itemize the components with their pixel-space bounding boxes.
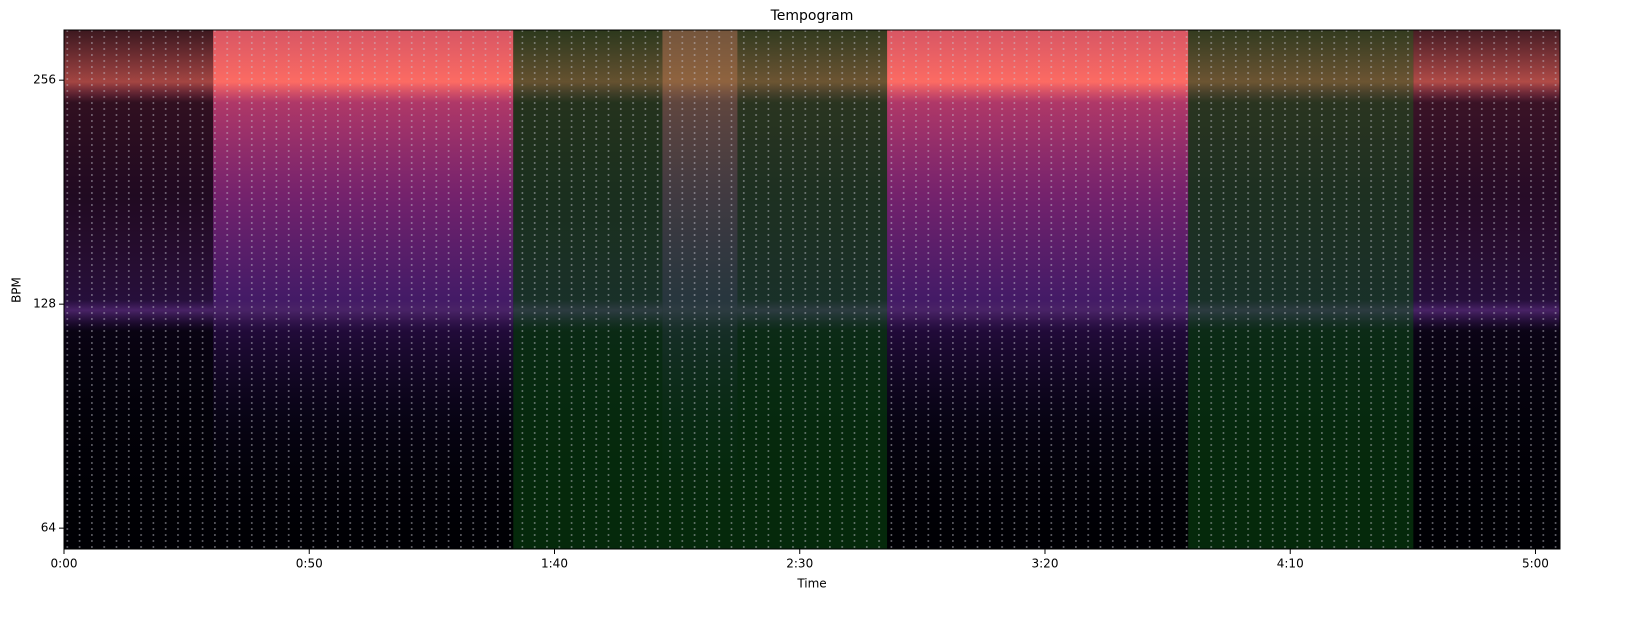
x-tick-label: 2:30 <box>786 557 813 571</box>
y-tick-label: 64 <box>41 521 56 535</box>
x-tick-label: 3:20 <box>1032 557 1059 571</box>
x-tick-label: 0:50 <box>296 557 323 571</box>
x-tick-label: 4:10 <box>1277 557 1304 571</box>
x-tick-label: 0:00 <box>51 557 78 571</box>
y-tick-label: 128 <box>33 297 56 311</box>
x-axis-label: Time <box>796 577 826 591</box>
beat-lines <box>64 30 1560 549</box>
x-tick-label: 1:40 <box>541 557 568 571</box>
y-tick-label: 256 <box>33 73 56 87</box>
x-tick-label: 5:00 <box>1522 557 1549 571</box>
plot-frame <box>63 29 1561 550</box>
chart-title: Tempogram <box>770 8 854 24</box>
y-axis-label: BPM <box>10 277 24 303</box>
